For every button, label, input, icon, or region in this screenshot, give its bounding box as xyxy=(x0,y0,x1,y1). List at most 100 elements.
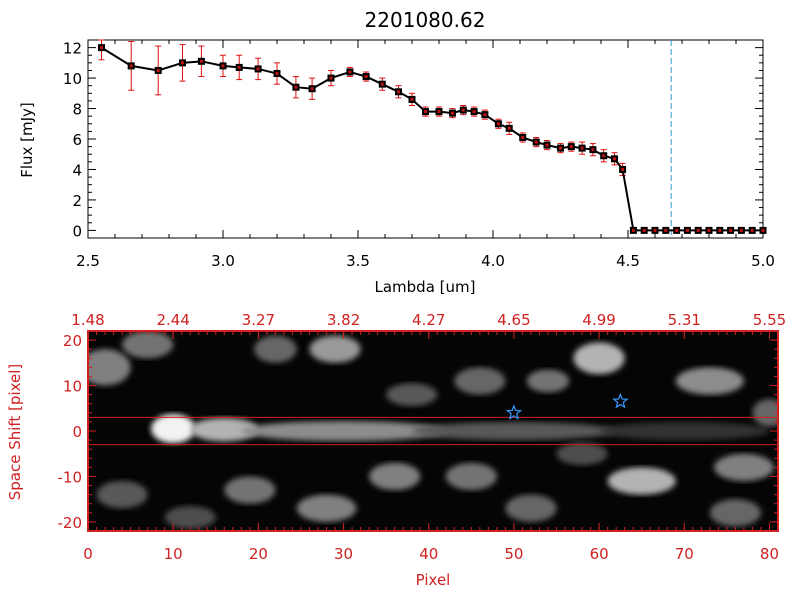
image-blob xyxy=(599,421,770,441)
data-point-center xyxy=(451,111,454,115)
data-point-center xyxy=(437,110,441,114)
image-blob xyxy=(241,421,446,441)
image-blob xyxy=(752,399,778,427)
top-wavelength-ticks: 1.48 2.44 3.27 3.82 4.27 4.65 4.99 5.31 5.55 xyxy=(71,311,786,339)
data-point-center xyxy=(591,148,595,152)
image-blob xyxy=(709,499,761,527)
data-point-center xyxy=(221,64,225,68)
x-tick-label: 40 xyxy=(419,545,438,563)
error-bars xyxy=(98,39,766,233)
image-blob xyxy=(445,462,497,491)
y-tick-label: 12 xyxy=(63,40,82,58)
data-point-center xyxy=(181,61,184,65)
data-point-center xyxy=(472,110,476,114)
data-point-center xyxy=(237,65,241,69)
image-blob xyxy=(505,494,557,522)
data-point-center xyxy=(329,76,333,80)
top-tick-label: 1.48 xyxy=(71,311,104,329)
data-point-center xyxy=(729,228,733,232)
data-point-center xyxy=(559,146,562,150)
flux-series-line xyxy=(100,46,763,232)
source-markers xyxy=(505,392,629,420)
y-ticks: 0 2 4 6 8 10 12 xyxy=(63,40,763,240)
x-tick-label: 60 xyxy=(590,545,609,563)
x-tick-label: 10 xyxy=(164,545,183,563)
x-tick-label: 2.5 xyxy=(76,252,100,270)
data-point-center xyxy=(397,90,400,94)
data-point-center xyxy=(424,110,427,114)
y-tick-label: -20 xyxy=(58,514,83,532)
x-tick-label: 5.0 xyxy=(751,252,775,270)
data-point-center xyxy=(129,64,133,68)
top-tick-label: 4.65 xyxy=(497,311,530,329)
y-axis-label: Flux [mJy] xyxy=(18,102,36,178)
data-point-center xyxy=(664,228,668,232)
image-blob xyxy=(190,417,259,442)
data-point-center xyxy=(199,59,203,63)
x-axis-label: Lambda [um] xyxy=(375,278,476,296)
top-tick-label: 2.44 xyxy=(156,311,189,329)
data-point-center xyxy=(275,72,279,76)
data-point-center xyxy=(348,70,352,74)
data-point-center xyxy=(380,82,384,86)
x-tick-label: 0 xyxy=(83,545,93,563)
flux-points xyxy=(98,44,767,234)
image-blob xyxy=(454,367,506,395)
data-point-center xyxy=(410,97,414,101)
data-point-center xyxy=(496,122,500,126)
data-point-center xyxy=(545,143,549,147)
x-tick-label: 80 xyxy=(760,545,779,563)
data-point-center xyxy=(156,68,160,72)
x-tick-label: 4.5 xyxy=(616,252,640,270)
x-tick-label: 20 xyxy=(249,545,268,563)
image-blob xyxy=(151,414,196,444)
image-blob xyxy=(254,335,297,363)
data-point-center xyxy=(653,228,657,232)
data-point-center xyxy=(718,228,722,232)
x-tick-label: 4.0 xyxy=(481,252,505,270)
y-tick-label: 10 xyxy=(63,378,82,396)
data-point-center xyxy=(521,135,525,139)
data-point-center xyxy=(310,87,314,91)
x-tick-label: 3.5 xyxy=(346,252,370,270)
data-point-center xyxy=(750,228,754,232)
data-point-center xyxy=(534,140,538,144)
data-point-center xyxy=(580,146,584,150)
y-tick-label: 20 xyxy=(63,332,82,350)
y-tick-label: -10 xyxy=(58,468,83,486)
x-tick-label: 3.0 xyxy=(211,252,235,270)
data-point-center xyxy=(739,228,743,232)
image-blob xyxy=(224,476,276,504)
spectrum-image-plot: -20 -10 0 10 20 0 10 20 30 40 50 60 70 80 1.48 2.44 3.… xyxy=(6,311,786,589)
y-axis-label: Space Shift [pixel] xyxy=(6,364,24,501)
x-tick-label: 30 xyxy=(334,545,353,563)
y-tick-label: 0 xyxy=(72,222,82,240)
data-point-center xyxy=(696,228,700,232)
image-emission-blobs xyxy=(88,331,778,529)
data-point-center xyxy=(613,157,616,161)
image-blob xyxy=(526,369,570,393)
y-ticks: -20 -10 0 10 20 xyxy=(58,330,778,532)
y-tick-label: 2 xyxy=(72,192,82,210)
data-point-center xyxy=(642,228,646,232)
y-tick-label: 8 xyxy=(72,101,82,119)
data-point-center xyxy=(621,167,625,171)
top-tick-label: 5.55 xyxy=(753,311,786,329)
spectrum-plot-frame xyxy=(87,39,764,239)
x-tick-label: 70 xyxy=(675,545,694,563)
image-blob xyxy=(164,506,216,529)
data-point-center xyxy=(294,85,298,89)
image-blob xyxy=(309,335,361,363)
data-point-center xyxy=(675,228,679,232)
data-point-center xyxy=(507,126,511,130)
data-point-center xyxy=(461,108,465,112)
image-blob xyxy=(88,349,131,386)
data-point-center xyxy=(483,113,487,117)
top-tick-label: 4.99 xyxy=(582,311,615,329)
image-blob xyxy=(607,467,676,495)
x-ticks: 2.5 3.0 3.5 4.0 4.5 5.0 xyxy=(76,40,775,270)
top-tick-label: 5.31 xyxy=(668,311,701,329)
y-tick-label: 6 xyxy=(72,131,82,149)
